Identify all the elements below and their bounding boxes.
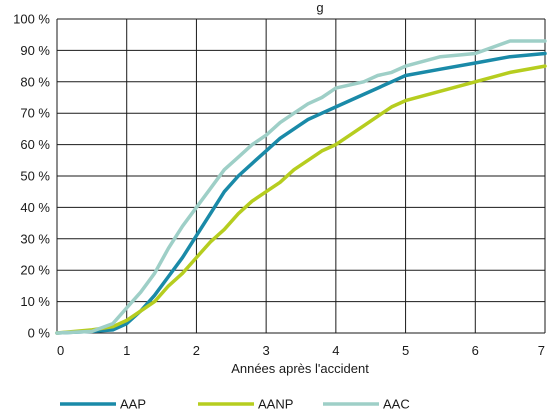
legend: AAP AANP AAC [60,397,410,412]
x-tick-label: 5 [402,343,409,358]
x-tick-label: 3 [263,343,270,358]
y-tick-label: 10 % [20,294,50,309]
legend-label-aanp: AANP [258,397,293,412]
y-tick-label: 40 % [20,200,50,215]
x-tick-label: 1 [123,343,130,358]
x-axis-ticks: 0 1 2 3 4 5 6 7 [57,343,545,358]
y-tick-label: 0 % [28,326,51,341]
y-tick-label: 60 % [20,137,50,152]
legend-label-aac: AAC [383,397,410,412]
grid [56,18,546,334]
x-tick-label: 4 [332,343,339,358]
y-tick-label: 20 % [20,263,50,278]
x-tick-label: 0 [57,343,64,358]
x-tick-label: 7 [538,343,545,358]
chart-title: g [316,0,323,15]
y-tick-label: 80 % [20,74,50,89]
x-axis-label: Années après l'accident [231,361,369,376]
series-line-aap [55,51,547,335]
x-tick-label: 6 [472,343,479,358]
y-tick-label: 100 % [13,12,50,27]
legend-label-aap: AAP [120,397,146,412]
y-tick-label: 90 % [20,43,50,58]
y-tick-label: 30 % [20,231,50,246]
series-line-aanp [55,64,547,335]
y-tick-label: 70 % [20,106,50,121]
y-axis-ticks: 0 % 10 % 20 % 30 % 40 % 50 % 60 % 70 % 80 % 90 % 1… [13,12,50,341]
y-tick-label: 50 % [20,169,50,184]
series-line-aac [55,39,547,335]
x-tick-label: 2 [193,343,200,358]
series-lines [55,39,547,335]
